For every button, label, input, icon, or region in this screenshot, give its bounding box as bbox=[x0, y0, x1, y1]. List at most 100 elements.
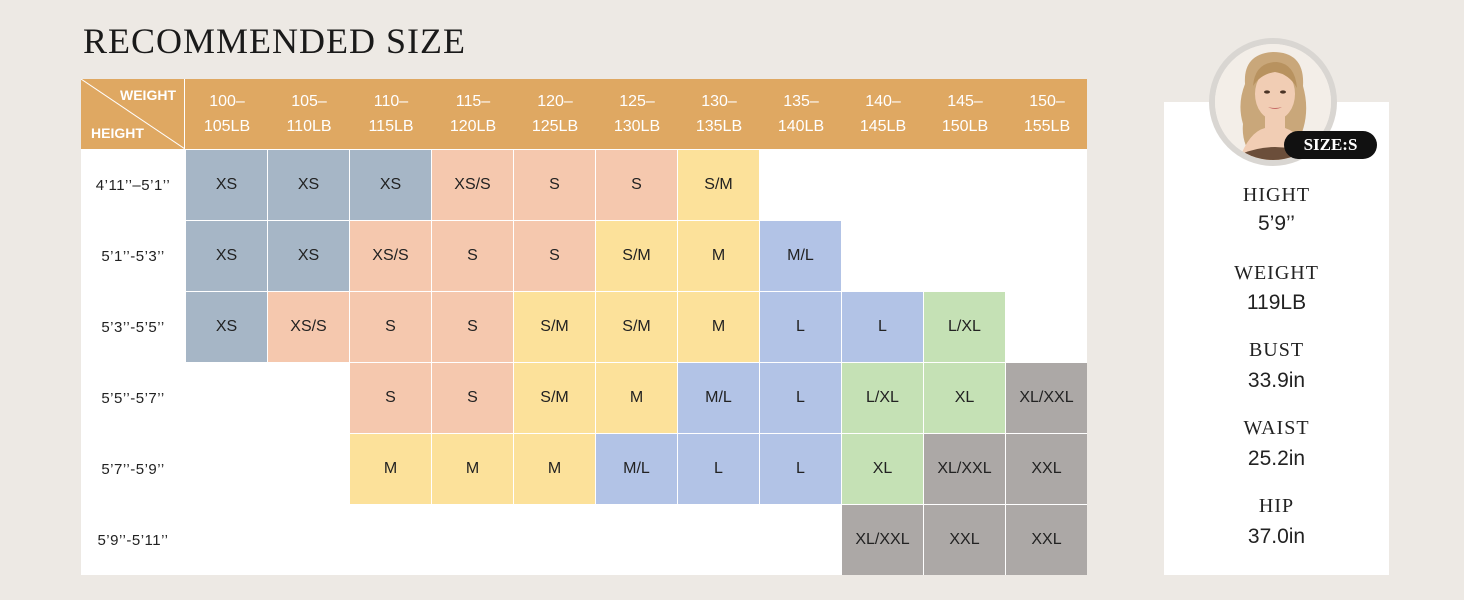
weight-column-header-line: 145LB bbox=[859, 118, 907, 135]
weight-column-header-line: 110– bbox=[373, 93, 409, 110]
weight-column-header: 125– 130LB bbox=[596, 79, 678, 149]
weight-column-header: 110– 115LB bbox=[350, 79, 432, 149]
size-cell: XS bbox=[350, 150, 431, 220]
size-cell: S/M bbox=[678, 150, 759, 220]
size-cell: M bbox=[678, 221, 759, 291]
weight-column-header-line: 130– bbox=[701, 93, 737, 110]
size-cell: L bbox=[760, 434, 841, 504]
size-cell: XS bbox=[268, 150, 349, 220]
weight-column-header-line: 150– bbox=[1029, 93, 1065, 110]
weight-column-header-line: 140– bbox=[865, 93, 901, 110]
weight-column-header-line: 140LB bbox=[777, 118, 825, 135]
size-cell: XL/XXL bbox=[842, 505, 923, 575]
weight-column-header-line: 105LB bbox=[203, 118, 251, 135]
model-stat-value: 119LB bbox=[1246, 291, 1307, 314]
size-cell: S/M bbox=[596, 221, 677, 291]
weight-column-header-line: 115– bbox=[455, 93, 491, 110]
model-stat-label: HIP bbox=[1258, 495, 1295, 517]
size-cell: XXL bbox=[1006, 505, 1087, 575]
size-cell: M bbox=[678, 292, 759, 362]
size-cell: XS/S bbox=[350, 221, 431, 291]
size-cell: S bbox=[432, 363, 513, 433]
size-cell: L/XL bbox=[924, 292, 1005, 362]
weight-column-header: 100– 105LB bbox=[186, 79, 268, 149]
weight-column-header: 145– 150LB bbox=[924, 79, 1006, 149]
size-cell: XS bbox=[268, 221, 349, 291]
corner-diagonal-line bbox=[81, 79, 185, 149]
size-cell: XXL bbox=[1006, 434, 1087, 504]
size-cell: S bbox=[596, 150, 677, 220]
model-size-badge: SIZE:S bbox=[1284, 131, 1377, 159]
size-cell: XS bbox=[186, 292, 267, 362]
size-cell: XS bbox=[186, 221, 267, 291]
size-cell: L bbox=[842, 292, 923, 362]
weight-column-header-line: 110LB bbox=[286, 118, 332, 135]
size-cell: XS/S bbox=[268, 292, 349, 362]
height-row-header: 5’5’’-5’7’’ bbox=[101, 390, 165, 407]
weight-column-header-line: 120LB bbox=[449, 118, 497, 135]
size-cell: S/M bbox=[596, 292, 677, 362]
size-cell: M/L bbox=[678, 363, 759, 433]
header-row bbox=[81, 79, 1087, 149]
height-axis-label: HEIGHT bbox=[91, 125, 144, 141]
height-row-header: 5’1’’-5’3’’ bbox=[101, 248, 165, 265]
size-cell: L/XL bbox=[842, 363, 923, 433]
weight-column-header-line: 135– bbox=[783, 93, 819, 110]
size-cell: S/M bbox=[514, 292, 595, 362]
weight-column-header: 135– 140LB bbox=[760, 79, 842, 149]
model-info-panel bbox=[1164, 102, 1389, 575]
model-stat-value: 25.2in bbox=[1247, 447, 1306, 470]
size-cell: S bbox=[350, 363, 431, 433]
weight-column-header: 120– 125LB bbox=[514, 79, 596, 149]
size-cell: M bbox=[350, 434, 431, 504]
size-cell: M bbox=[514, 434, 595, 504]
size-cell: XS/S bbox=[432, 150, 513, 220]
weight-column-header: 130– 135LB bbox=[678, 79, 760, 149]
size-cell: M/L bbox=[760, 221, 841, 291]
size-cell: S bbox=[432, 292, 513, 362]
size-cell: XL/XXL bbox=[924, 434, 1005, 504]
size-cell: M/L bbox=[596, 434, 677, 504]
weight-column-header-line: 135LB bbox=[695, 118, 743, 135]
size-cell: S bbox=[514, 221, 595, 291]
weight-column-header-line: 155LB bbox=[1023, 118, 1071, 135]
weight-column-header-line: 125LB bbox=[531, 118, 579, 135]
weight-column-header-line: 150LB bbox=[941, 118, 989, 135]
model-stat-value: 37.0in bbox=[1247, 525, 1306, 548]
size-cell: XL bbox=[924, 363, 1005, 433]
size-cell: M bbox=[596, 363, 677, 433]
size-cell: L bbox=[760, 363, 841, 433]
size-cell: S/M bbox=[514, 363, 595, 433]
size-cell: XL/XXL bbox=[1006, 363, 1087, 433]
weight-column-header: 105– 110LB bbox=[268, 79, 350, 149]
size-cell: L bbox=[678, 434, 759, 504]
height-row-header: 4’11’’–5’1’’ bbox=[95, 177, 171, 194]
model-stat-label: WAIST bbox=[1243, 417, 1310, 439]
weight-column-header-line: 145– bbox=[947, 93, 983, 110]
size-cell: XS bbox=[186, 150, 267, 220]
height-row-header: 5’3’’-5’5’’ bbox=[101, 319, 165, 336]
size-cell: XL bbox=[842, 434, 923, 504]
weight-column-header-line: 120– bbox=[537, 93, 573, 110]
weight-column-header-line: 125– bbox=[619, 93, 655, 110]
size-cell: S bbox=[432, 221, 513, 291]
weight-column-header-line: 115LB bbox=[368, 118, 414, 135]
size-chart-table: WEIGHT HEIGHT 100– 105LB 105– 110LB 110– 115L… bbox=[81, 79, 1087, 575]
weight-column-header: 150– 155LB bbox=[1006, 79, 1088, 149]
model-stat-label: HIGHT bbox=[1242, 184, 1311, 206]
size-cell: S bbox=[350, 292, 431, 362]
size-cell: L bbox=[760, 292, 841, 362]
height-row-header: 5’9’’-5’11’’ bbox=[97, 532, 169, 549]
model-stat-label: BUST bbox=[1248, 339, 1305, 361]
weight-column-header-line: 105– bbox=[291, 93, 327, 110]
weight-column-header-line: 100– bbox=[209, 93, 245, 110]
weight-column-header: 140– 145LB bbox=[842, 79, 924, 149]
table-corner-header: WEIGHT HEIGHT bbox=[81, 79, 185, 149]
weight-column-header: 115– 120LB bbox=[432, 79, 514, 149]
weight-column-header-line: 130LB bbox=[613, 118, 661, 135]
height-row-header: 5’7’’-5’9’’ bbox=[101, 461, 165, 478]
model-stat-value: 5’9’’ bbox=[1258, 212, 1295, 235]
weight-axis-label: WEIGHT bbox=[120, 87, 176, 103]
size-cell: XXL bbox=[924, 505, 1005, 575]
page-title: RECOMMENDED SIZE bbox=[83, 21, 466, 61]
